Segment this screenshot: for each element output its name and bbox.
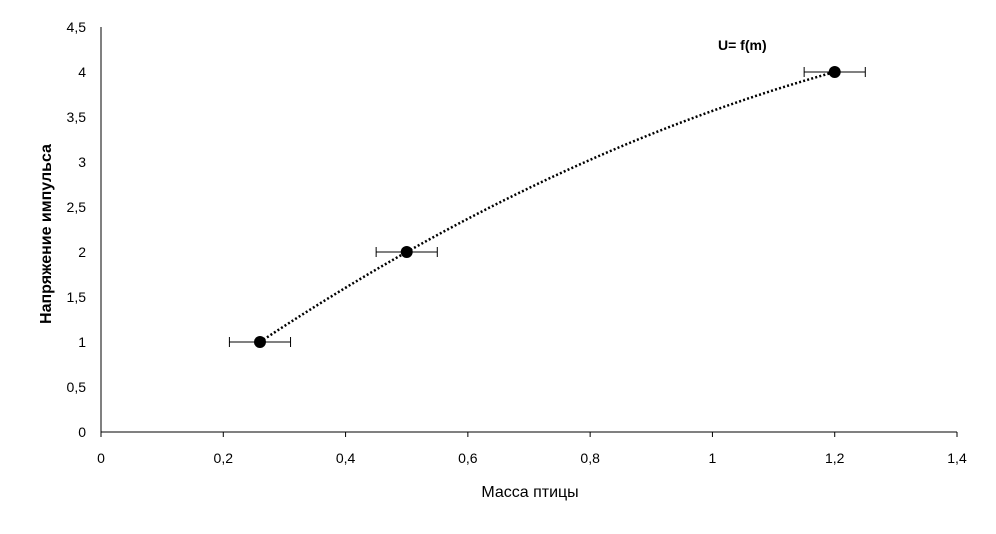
y-tick-label: 3,5 xyxy=(67,109,87,125)
data-point xyxy=(828,66,841,78)
y-tick-label: 4,5 xyxy=(67,19,87,35)
trendline-group xyxy=(259,70,836,344)
y-axis-title: Напряжение импульса xyxy=(38,144,55,324)
y-tick-label: 0,5 xyxy=(67,379,87,395)
x-axis-title: Масса птицы xyxy=(481,484,578,501)
x-tick-label: 1,4 xyxy=(947,450,967,466)
annotation-label: U= f(m) xyxy=(718,37,767,53)
trendline xyxy=(259,70,836,344)
y-tick-label: 0 xyxy=(78,424,86,440)
y-tick-label: 4 xyxy=(78,64,86,80)
x-tick-label: 0,2 xyxy=(214,450,234,466)
x-tick-label: 0 xyxy=(97,450,105,466)
y-tick-label: 2 xyxy=(78,244,86,260)
y-tick-label: 1 xyxy=(78,334,86,350)
y-tick-label: 2,5 xyxy=(67,199,87,215)
data-points xyxy=(253,66,841,348)
axes xyxy=(100,27,958,437)
data-point xyxy=(253,336,266,348)
data-point xyxy=(400,246,413,258)
x-tick-label: 1 xyxy=(709,450,717,466)
error-bars xyxy=(228,67,866,347)
x-tick-label: 0,8 xyxy=(580,450,600,466)
x-tick-label: 1,2 xyxy=(825,450,845,466)
x-tick-label: 0,6 xyxy=(458,450,478,466)
y-tick-label: 1,5 xyxy=(67,289,87,305)
tick-labels: 0 0,2 0,4 0,6 0,8 1 1,2 1,4 0 0,5 1 1,5 2 2,5 3 3,5 4 4,5 xyxy=(67,19,967,466)
x-tick-label: 0,4 xyxy=(336,450,356,466)
y-tick-label: 3 xyxy=(78,154,86,170)
